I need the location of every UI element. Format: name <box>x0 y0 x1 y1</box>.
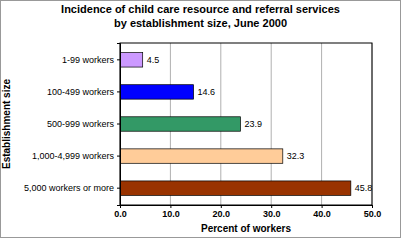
x-tick-label: 30.0 <box>263 209 281 219</box>
x-tick-label: 40.0 <box>313 209 331 219</box>
bar <box>120 117 240 131</box>
y-axis-title: Establishment size <box>1 79 12 169</box>
x-tick: 20.0 <box>213 205 231 219</box>
plot-frame <box>120 43 372 205</box>
y-tick: 100-499 workers <box>47 87 120 97</box>
y-tick: 500-999 workers <box>47 119 120 129</box>
bar <box>120 181 351 195</box>
y-tick-label: 1,000-4,999 workers <box>32 151 115 161</box>
chart: Incidence of child care resource and ref… <box>0 0 401 238</box>
x-axis-title: Percent of workers <box>201 223 291 234</box>
x-axis: 0.0 10.0 20.0 30.0 40.0 50.0 <box>114 205 381 219</box>
grid <box>120 43 372 205</box>
y-tick-mark <box>117 124 120 125</box>
bar <box>120 149 283 163</box>
y-tick-label: 500-999 workers <box>47 119 115 129</box>
y-axis-line <box>117 44 121 206</box>
y-tick-label: 100-499 workers <box>47 87 115 97</box>
data-label: 14.6 <box>198 87 216 97</box>
bar <box>120 85 194 99</box>
data-labels: 4.5 14.6 23.9 32.3 45.8 <box>147 55 373 193</box>
x-tick: 0.0 <box>114 205 127 219</box>
y-tick-mark <box>117 59 120 60</box>
bar <box>120 53 143 67</box>
x-tick: 40.0 <box>313 205 331 219</box>
title: Incidence of child care resource and ref… <box>61 3 340 15</box>
y-axis: 1-99 workers 100-499 workers 500-999 worke… <box>24 44 121 206</box>
x-tick: 30.0 <box>263 205 281 219</box>
subtitle: by establishment size, June 2000 <box>114 17 287 29</box>
x-tick-label: 10.0 <box>162 209 180 219</box>
background <box>1 1 401 238</box>
x-tick-label: 20.0 <box>213 209 231 219</box>
data-label: 23.9 <box>244 119 262 129</box>
bars <box>120 53 351 196</box>
data-label: 32.3 <box>287 151 305 161</box>
y-tick-mark <box>117 188 120 189</box>
x-tick-mark <box>372 205 373 208</box>
x-tick-mark <box>271 205 272 208</box>
x-axis-line <box>121 206 373 209</box>
x-tick: 10.0 <box>162 205 180 219</box>
y-tick-label: 5,000 workers or more <box>24 183 114 193</box>
y-tick-label: 1-99 workers <box>62 55 115 65</box>
data-label: 45.8 <box>355 183 373 193</box>
x-tick-mark <box>221 205 222 208</box>
y-tick: 1,000-4,999 workers <box>32 151 120 161</box>
y-tick: 1-99 workers <box>62 55 120 65</box>
y-tick-mark <box>117 156 120 157</box>
y-tick-mark <box>117 91 120 92</box>
data-label: 4.5 <box>147 55 160 65</box>
x-tick-mark <box>170 205 171 208</box>
x-tick: 50.0 <box>364 205 382 219</box>
x-tick-mark <box>322 205 323 208</box>
y-tick: 5,000 workers or more <box>24 183 120 193</box>
x-tick-label: 0.0 <box>114 209 127 219</box>
x-tick-label: 50.0 <box>364 209 382 219</box>
